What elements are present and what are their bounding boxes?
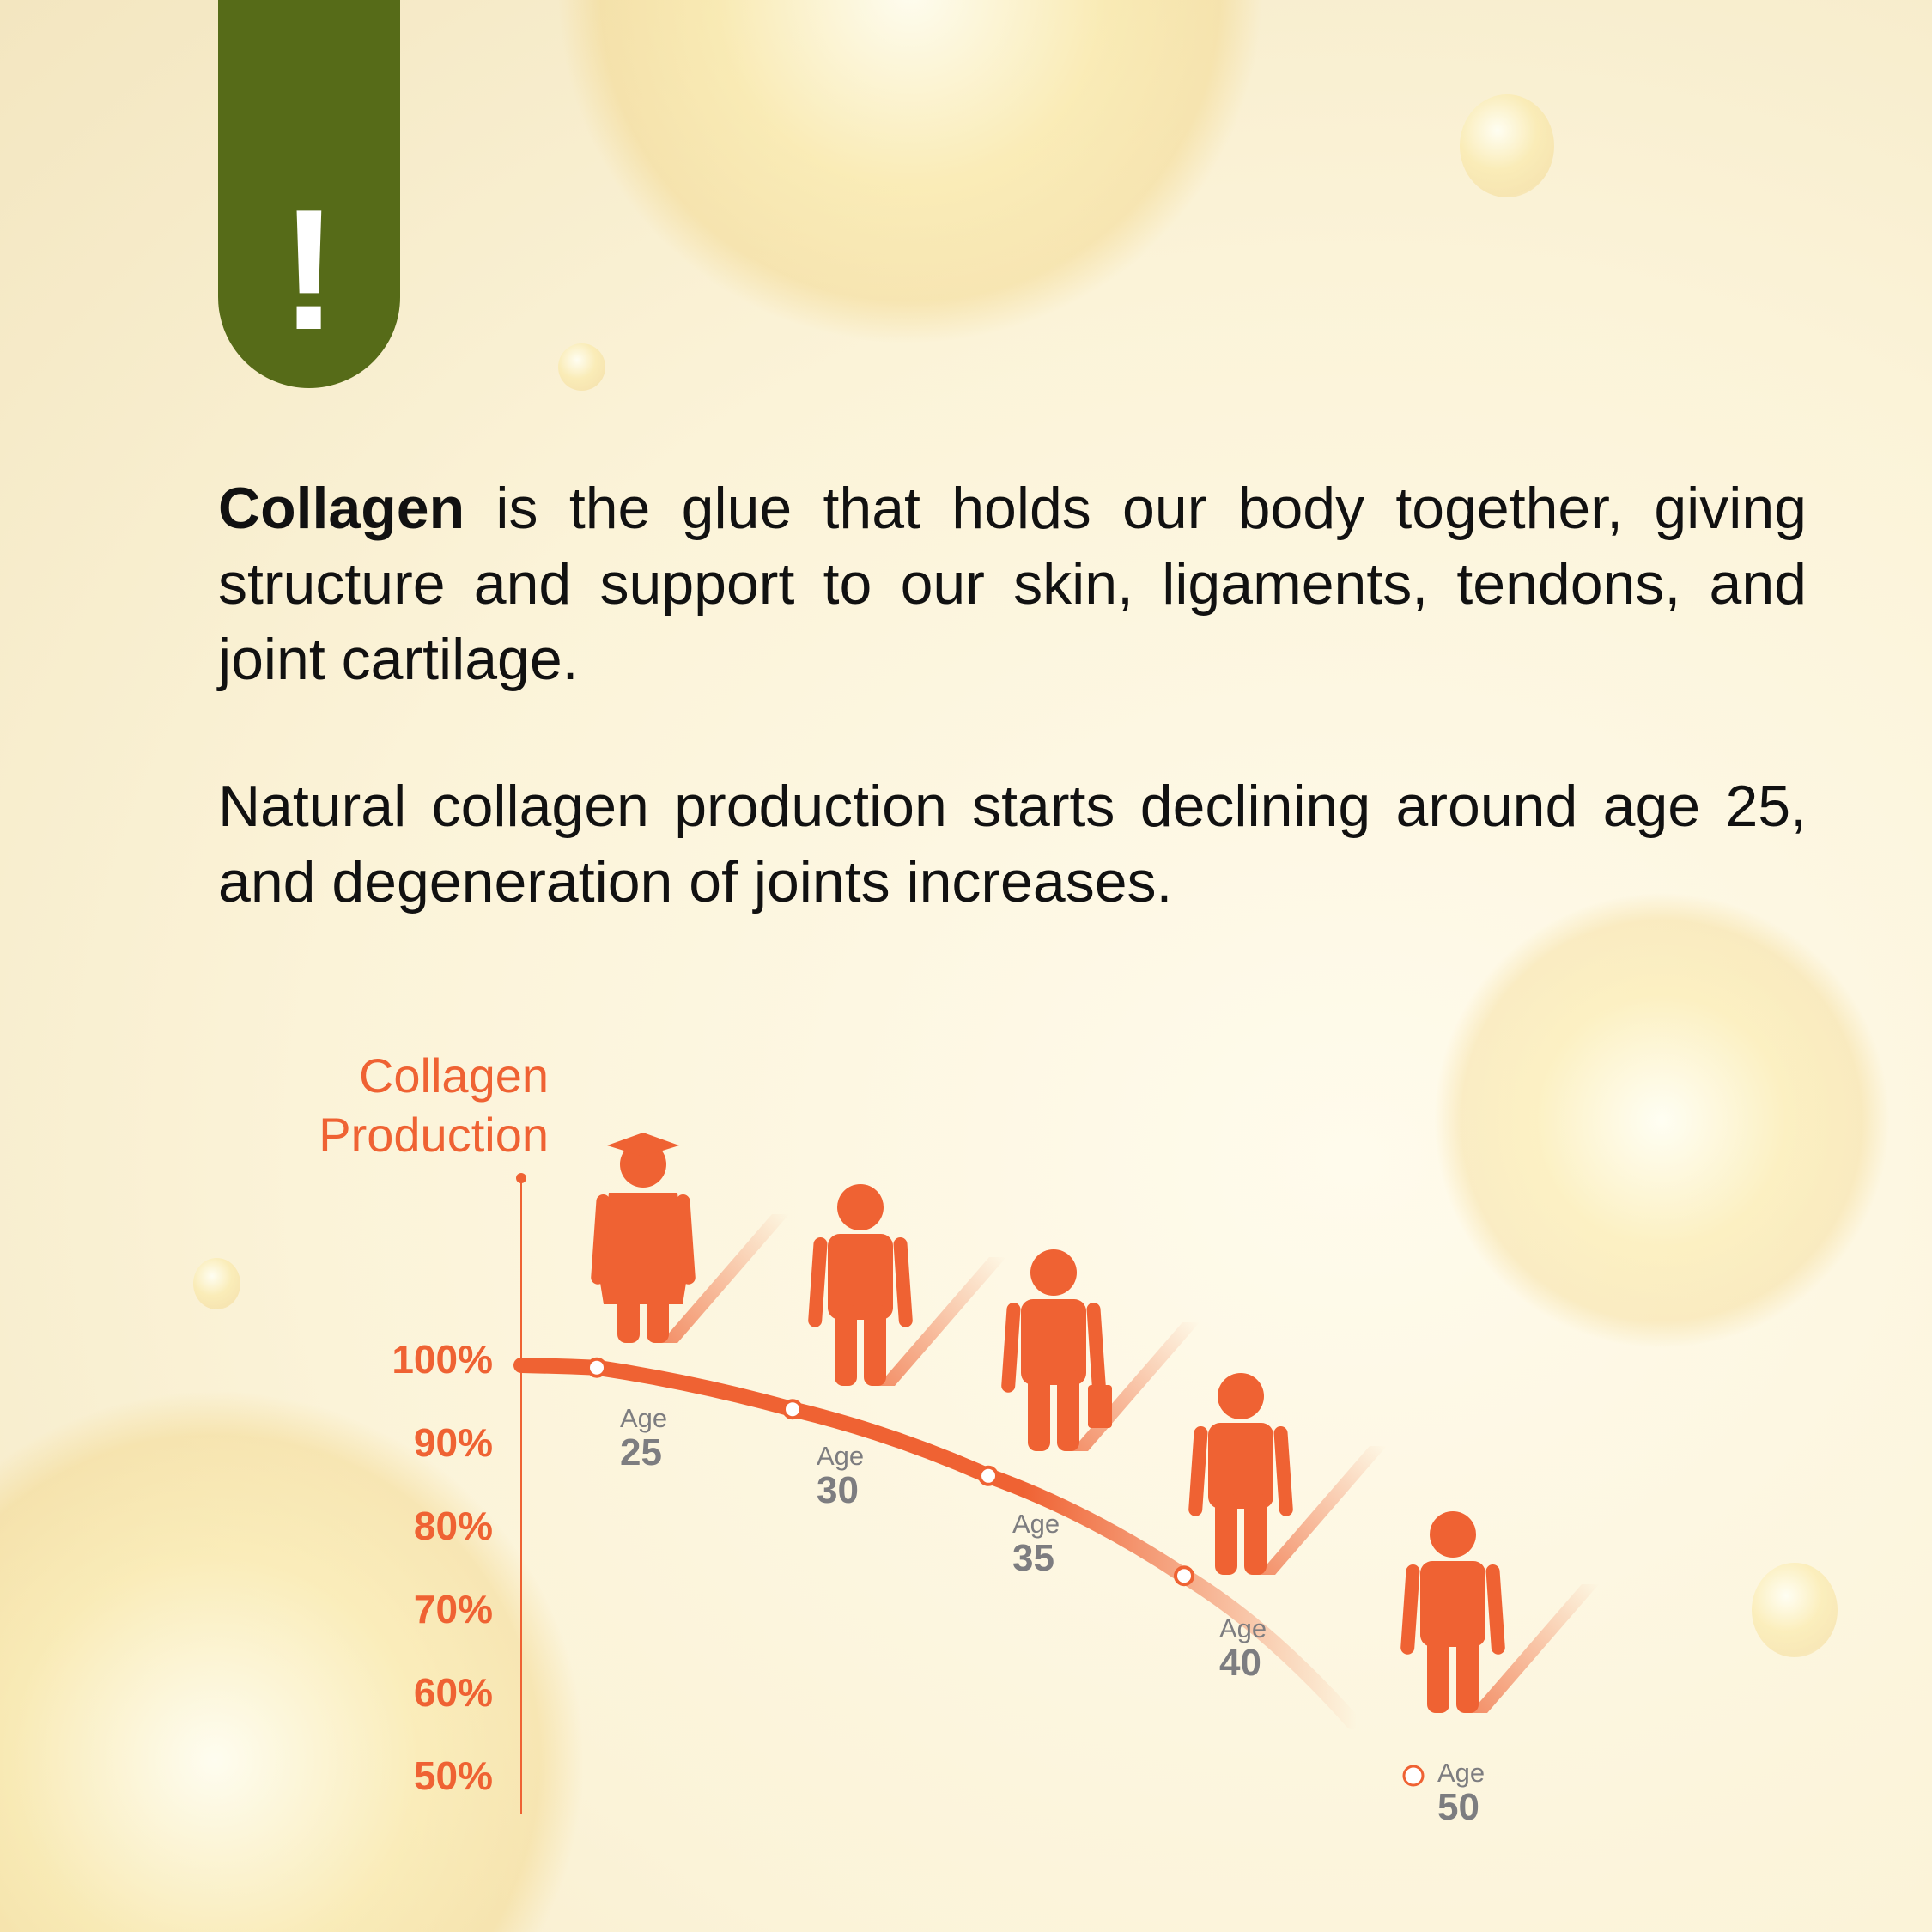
businessman-suit-icon — [1188, 1373, 1293, 1575]
age-word: Age — [817, 1441, 865, 1471]
decorative-bubble — [1752, 1563, 1838, 1657]
age-number: 40 — [1219, 1642, 1261, 1684]
y-axis-label-line2: Production — [319, 1108, 549, 1162]
intro-bold: Collagen — [218, 476, 465, 541]
age-label: Age 25 — [620, 1404, 667, 1473]
decorative-bubble — [193, 1258, 240, 1309]
y-tick-label: 50% — [413, 1753, 493, 1798]
graduate-icon — [591, 1133, 696, 1343]
y-axis-label-line1: Collagen — [358, 1048, 549, 1103]
collagen-curve — [513, 1358, 1360, 1729]
intro-paragraph: Collagen is the glue that holds our body… — [218, 471, 1807, 697]
note-paragraph: Natural collagen production starts decli… — [218, 774, 1807, 914]
y-axis-top-dot — [516, 1173, 526, 1183]
age-label: Age 50 — [1437, 1759, 1485, 1827]
data-point — [1402, 1765, 1425, 1787]
decorative-bubble — [1460, 94, 1554, 197]
age-word: Age — [1012, 1509, 1060, 1539]
age-label: Age 30 — [817, 1442, 864, 1510]
person-older-icon — [1400, 1511, 1505, 1713]
figure-shadow — [878, 1257, 1006, 1386]
businessman-briefcase-icon — [1001, 1249, 1112, 1451]
age-label: Age 40 — [1219, 1614, 1267, 1683]
y-tick-label: 70% — [413, 1587, 493, 1631]
age-word: Age — [1219, 1613, 1267, 1643]
age-number: 50 — [1437, 1786, 1479, 1828]
data-point — [1174, 1565, 1194, 1587]
data-point — [586, 1357, 607, 1378]
figure-shadow — [1258, 1446, 1387, 1575]
figure-shadow — [660, 1214, 789, 1343]
y-tick-label: 90% — [413, 1420, 493, 1465]
data-point — [782, 1399, 803, 1420]
age-word: Age — [620, 1403, 668, 1433]
y-tick-label: 100% — [392, 1337, 493, 1382]
data-point — [978, 1465, 999, 1486]
age-number: 25 — [620, 1431, 662, 1473]
exclamation-icon: ! — [280, 174, 338, 366]
person-casual-icon — [808, 1184, 913, 1386]
y-tick-label: 80% — [413, 1504, 493, 1548]
alert-tab — [218, 0, 400, 388]
y-tick-label: 60% — [413, 1670, 493, 1715]
age-number: 35 — [1012, 1537, 1054, 1579]
figure-shadow — [1470, 1584, 1599, 1713]
intro-text: is the glue that holds our body together… — [218, 476, 1807, 692]
age-number: 30 — [817, 1469, 859, 1511]
age-label: Age 35 — [1012, 1510, 1060, 1578]
y-axis-label: Collagen Production — [258, 1046, 549, 1164]
age-word: Age — [1437, 1758, 1485, 1788]
decorative-bubble — [558, 343, 605, 391]
